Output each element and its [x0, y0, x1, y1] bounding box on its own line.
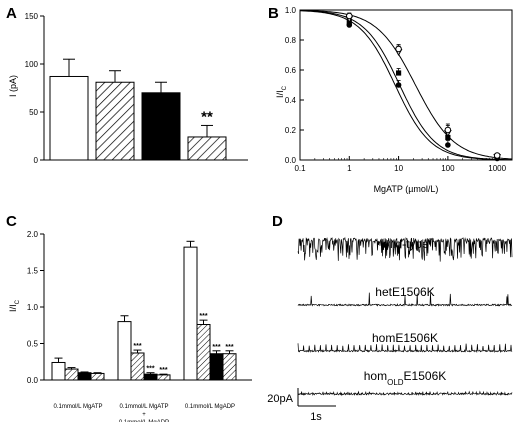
panel-c-group-label: 0.1mmol/L MgADP	[119, 420, 169, 422]
panel-c-bar	[117, 321, 132, 381]
panel-c-bar	[64, 368, 79, 381]
panel-b-xtick-label: 10	[394, 164, 403, 173]
panel-c-significance: ***	[159, 367, 167, 374]
panel-b-ytick-label: 0.6	[285, 66, 297, 75]
panel-b-chart: 0.0 0.2 0.4 0.6 0.8 1.0 0.1 1 10 100 1000	[285, 6, 513, 173]
panel-c-ylabel-sub: C	[15, 299, 21, 304]
panel-a-bar	[95, 81, 135, 161]
panel-b-point	[445, 134, 451, 141]
panel-c-bar	[209, 353, 224, 381]
panel-c-ytick-label: 2.0	[27, 230, 39, 239]
panel-c-bar	[196, 324, 211, 381]
panel-b-fit-curve	[299, 10, 512, 161]
panel-c-significance: ***	[133, 343, 141, 350]
panel-c-group-label: 0.1mmol/L MgATP	[119, 404, 168, 410]
panel-d-trace	[297, 292, 513, 307]
panel-a-bar	[141, 92, 181, 161]
panel-c-group-label: 0.1mmol/L MgADP	[185, 404, 235, 410]
panel-b-ytick-label: 0.2	[285, 126, 297, 135]
panel-d-trace-label: hetE1506K	[375, 285, 434, 299]
panel-c-ylabel-main: I/I	[8, 304, 18, 312]
panel-b-point	[444, 126, 452, 134]
panel-b-xtick-label: 1000	[488, 164, 506, 173]
panel-b-point	[395, 82, 402, 88]
panel-label-a: A	[6, 5, 17, 22]
panel-a-ylabel: I (pA)	[8, 75, 18, 97]
panel-c-bar	[90, 372, 105, 381]
panel-b-frame	[299, 9, 513, 161]
panel-b-ytick-label: 0.8	[285, 36, 297, 45]
panel-label-d: D	[272, 213, 283, 230]
panel-d-scale-y-label: 20pA	[267, 393, 293, 405]
panel-b-ytick-label: 0.4	[285, 96, 297, 105]
panel-c-ytick-label: 1.0	[27, 303, 39, 312]
panel-c-bar	[130, 352, 145, 381]
panel-d-trace	[297, 343, 513, 354]
panel-c-bar	[51, 361, 66, 381]
panel-c-bar	[143, 373, 158, 381]
panel-b-fit-curve	[300, 9, 513, 160]
panel-c-bar	[77, 372, 92, 381]
panel-b-point	[345, 12, 353, 20]
panel-d-trace-label: homOLDE1506K	[364, 369, 447, 387]
panel-a-chart: 0 50 100 150 **	[25, 12, 248, 165]
panel-c-ytick-label: 1.5	[27, 267, 39, 276]
panel-b-point	[445, 142, 451, 148]
panel-b-ytick-label: 1.0	[285, 6, 297, 15]
panel-label-b: B	[268, 5, 279, 22]
trace-label-sub: OLD	[387, 378, 404, 387]
panel-c-group-label: 0.1mmol/L MgATP	[53, 404, 102, 410]
panel-d-trace	[297, 390, 513, 397]
panel-a-ytick-label: 100	[25, 60, 39, 69]
panel-c-ytick-label: 0.5	[27, 340, 39, 349]
panel-b-point	[395, 45, 402, 53]
panel-a-ytick-label: 50	[29, 108, 38, 117]
panel-c-significance: ***	[225, 344, 233, 351]
panel-c-bar	[222, 353, 237, 381]
panel-d-trace	[297, 236, 513, 262]
panel-d-traces: wild-typehetE1506KhomE1506KhomOLDE1506K2…	[267, 236, 513, 422]
panel-c-chart: 0.0 0.5 1.0 1.5 2.0 0.1mmol/L MgATP *** *** *** 0…	[27, 230, 252, 422]
trace-label-suffix: E1506K	[404, 369, 447, 383]
panel-b-point	[493, 152, 501, 159]
trace-label-main: homE1506K	[372, 331, 438, 345]
panel-c-significance: ***	[199, 313, 207, 320]
panel-c-bar	[156, 374, 171, 381]
panel-c-significance: ***	[212, 344, 220, 351]
panel-c-ylabel: I/IC	[8, 299, 21, 312]
panel-a-ytick-label: 0	[34, 156, 39, 165]
panel-c-group-label: +	[142, 412, 146, 418]
panel-b-ylabel-sub: C	[282, 85, 288, 90]
panel-b-fit-curve	[300, 10, 512, 161]
panel-b-ylabel-main: I/I	[275, 90, 285, 98]
panel-b-xlabel: MgATP (µmol/L)	[374, 184, 439, 194]
trace-label-main: hetE1506K	[375, 285, 434, 299]
panel-b-xtick-label: 0.1	[294, 164, 306, 173]
panel-b-xtick-label: 1	[347, 164, 352, 173]
panel-a-significance: **	[201, 108, 213, 125]
panel-a-bar	[187, 136, 227, 161]
panel-label-c: C	[6, 213, 17, 230]
panel-a-bar	[49, 75, 89, 161]
panel-b-point	[395, 70, 402, 76]
panel-c-ytick-label: 0.0	[27, 376, 39, 385]
panel-d-trace-label: homE1506K	[372, 331, 438, 345]
panel-b-ylabel: I/IC	[275, 85, 288, 98]
panel-c-significance: ***	[146, 366, 154, 373]
panel-c-bar	[183, 246, 198, 381]
panel-b-xtick-label: 100	[441, 164, 455, 173]
panel-b-ytick-label: 0.0	[285, 156, 297, 165]
panel-d-scale-x-label: 1s	[310, 411, 322, 422]
panel-a-ytick-label: 150	[25, 12, 39, 21]
trace-label-main: hom	[364, 369, 387, 383]
